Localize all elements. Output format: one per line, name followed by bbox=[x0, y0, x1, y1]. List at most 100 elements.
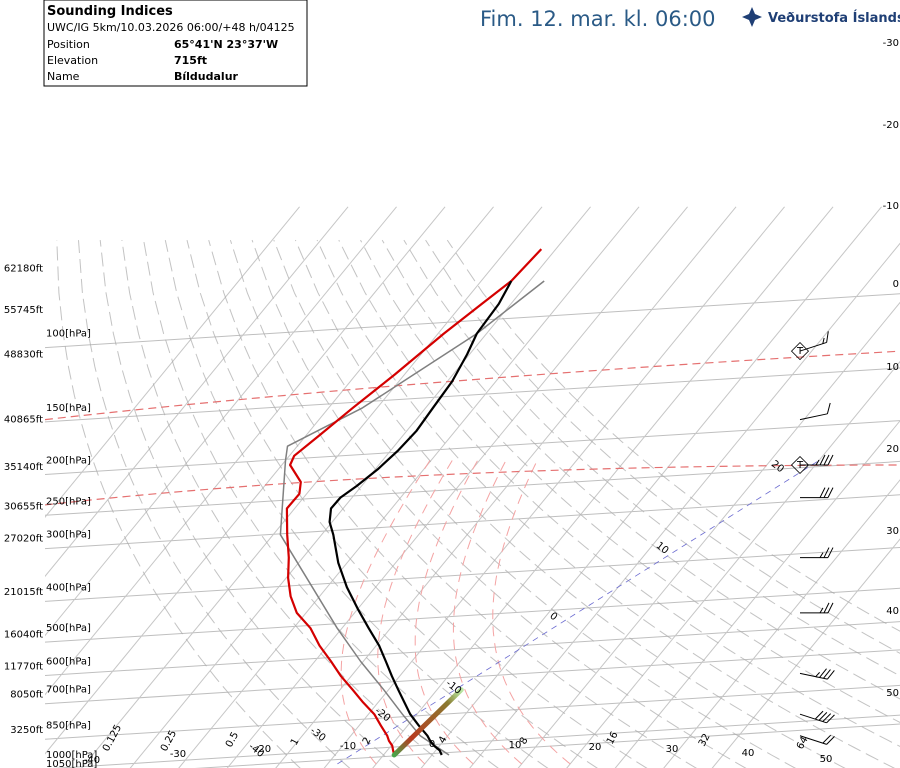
dry-adiabat bbox=[143, 240, 499, 768]
wind-barb-flag bbox=[826, 670, 835, 680]
info-title: Sounding Indices bbox=[47, 4, 173, 19]
isotherm-bottom-label: 50 bbox=[820, 754, 833, 765]
dry-adiabat bbox=[360, 239, 900, 723]
mixing-ratio-label: 1 bbox=[289, 737, 302, 748]
isotherm-label: -30 bbox=[308, 725, 328, 744]
wind-barb-half bbox=[819, 552, 824, 558]
altitude-label: 27020ft bbox=[4, 533, 43, 544]
wind-barb-flag bbox=[823, 454, 830, 466]
dry-adiabat bbox=[403, 239, 900, 677]
altitude-label: 30655ft bbox=[4, 501, 43, 512]
wind-barb-shaft bbox=[799, 413, 828, 421]
isotherm-right-label: 50 bbox=[886, 688, 899, 699]
altitude-label: 40865ft bbox=[4, 415, 43, 426]
logo-text: Veðurstofa Íslands bbox=[768, 10, 900, 26]
tropopause-line bbox=[45, 350, 900, 421]
isotherm-bottom-label: -30 bbox=[170, 749, 186, 760]
wind-barbs: TT bbox=[790, 331, 835, 745]
wind-barb-flag bbox=[826, 331, 829, 343]
moist-adiabat bbox=[414, 460, 479, 765]
isobar-line bbox=[45, 587, 900, 643]
dewpoint-line bbox=[285, 248, 543, 756]
mixing-ratio-label: 16 bbox=[605, 730, 621, 746]
isotherm-line bbox=[614, 420, 900, 768]
isotherm-bottom-label: -10 bbox=[340, 741, 356, 752]
wind-barb-shape bbox=[800, 487, 834, 499]
wind-barb-shape bbox=[799, 668, 835, 680]
isobar-line bbox=[45, 293, 900, 349]
moist-adiabat bbox=[340, 460, 431, 765]
isobar-label: 850[hPa] bbox=[46, 720, 91, 731]
wind-barb-half bbox=[822, 337, 825, 344]
wind-barb-shape bbox=[799, 734, 835, 745]
dry-adiabat bbox=[425, 239, 900, 654]
low-level-parcel-line bbox=[391, 687, 464, 758]
wind-barb-flag bbox=[822, 713, 832, 722]
mixing-ratio-label: 0.125 bbox=[101, 723, 124, 753]
isotherm-line bbox=[81, 206, 543, 768]
isobar-label: 500[hPa] bbox=[46, 623, 91, 634]
altitude-label: 3250ft bbox=[10, 725, 43, 736]
wind-barb-shape bbox=[799, 331, 829, 352]
wind-barb-flag bbox=[827, 487, 834, 498]
isotherm-right-label: -10 bbox=[883, 201, 899, 212]
mixing-ratio-label: 64 bbox=[795, 735, 811, 751]
tropopause-marker-icon bbox=[790, 342, 810, 361]
isobar-line bbox=[45, 494, 900, 550]
isotherm-bottom-label: 30 bbox=[666, 744, 679, 755]
isotherm-line bbox=[45, 206, 300, 518]
wind-barb bbox=[800, 487, 834, 499]
chart-title: Fim. 12. mar. kl. 06:00 bbox=[480, 7, 716, 31]
moist-adiabat bbox=[377, 460, 453, 765]
wind-barb-flag bbox=[826, 402, 831, 414]
right-axis-labels: -30 -20 -10 0 10 20 30 40 50 bbox=[883, 38, 899, 699]
isobar-label: 1000[hPa] bbox=[46, 750, 97, 761]
wind-barb-flag bbox=[822, 734, 832, 744]
sounding-curves: 3020100-10-20-30-40 bbox=[246, 248, 786, 760]
dry-adiabat bbox=[208, 239, 648, 768]
wind-barb-flag bbox=[823, 487, 830, 498]
isotherm-line bbox=[663, 479, 900, 768]
wind-barb: T bbox=[790, 331, 829, 361]
isobar-label: 100[hPa] bbox=[46, 329, 91, 340]
isotherm-right-label: -20 bbox=[883, 120, 899, 131]
isobar-line bbox=[45, 546, 900, 602]
info-elevation-label: Elevation bbox=[47, 54, 98, 67]
wind-barb-shape bbox=[799, 710, 835, 724]
dry-adiabat bbox=[273, 239, 797, 768]
wind-barb-shape bbox=[800, 602, 834, 614]
isotherm-line bbox=[45, 206, 446, 696]
wind-barb-flag bbox=[827, 454, 834, 466]
isobar-label: 700[hPa] bbox=[46, 685, 91, 696]
altitude-label: 16040ft bbox=[4, 629, 43, 640]
info-position-value: 65°41'N 23°37'W bbox=[174, 38, 278, 51]
wind-barb-flag bbox=[823, 602, 830, 614]
isotherm-bottom-label: -20 bbox=[255, 744, 271, 755]
isobar-labels: 100[hPa] 150[hPa] 200[hPa] 250[hPa] 300[hPa]… bbox=[46, 329, 97, 768]
mixing-ratio-label: 4 bbox=[437, 735, 450, 746]
dry-adiabat bbox=[381, 239, 900, 700]
wind-barb bbox=[799, 402, 831, 421]
wind-barb bbox=[799, 710, 835, 724]
isotherm-line bbox=[372, 206, 834, 768]
wind-barb-flag bbox=[827, 547, 834, 558]
wind-barb-flag bbox=[827, 602, 834, 614]
wind-barb-shape bbox=[800, 547, 834, 559]
wind-barb-shaft bbox=[799, 713, 827, 724]
altitude-label: 48830ft bbox=[4, 349, 43, 360]
isotherm-bottom-label: -40 bbox=[84, 755, 100, 766]
mixing-ratio-label: 8 bbox=[518, 736, 531, 747]
isotherm-right-label: 30 bbox=[886, 526, 899, 537]
altitude-label: 21015ft bbox=[4, 587, 43, 598]
wind-barb-shaft bbox=[799, 341, 827, 352]
isotherm-line bbox=[323, 206, 785, 768]
tropopause-marker-icon bbox=[790, 455, 810, 475]
wind-barb-shaft bbox=[799, 735, 827, 745]
wind-barb-flag bbox=[826, 714, 835, 724]
isotherm-label: 10 bbox=[654, 540, 671, 557]
logo: Veðurstofa Íslands bbox=[742, 7, 900, 27]
info-subtitle: UWC/IG 5km/10.03.2026 06:00/+48 h/04125 bbox=[47, 21, 295, 34]
isotherm-label: 0 bbox=[547, 611, 559, 624]
dry-adiabat bbox=[229, 239, 697, 768]
sounding-info-box: Sounding Indices UWC/IG 5km/10.03.2026 0… bbox=[43, 0, 308, 87]
